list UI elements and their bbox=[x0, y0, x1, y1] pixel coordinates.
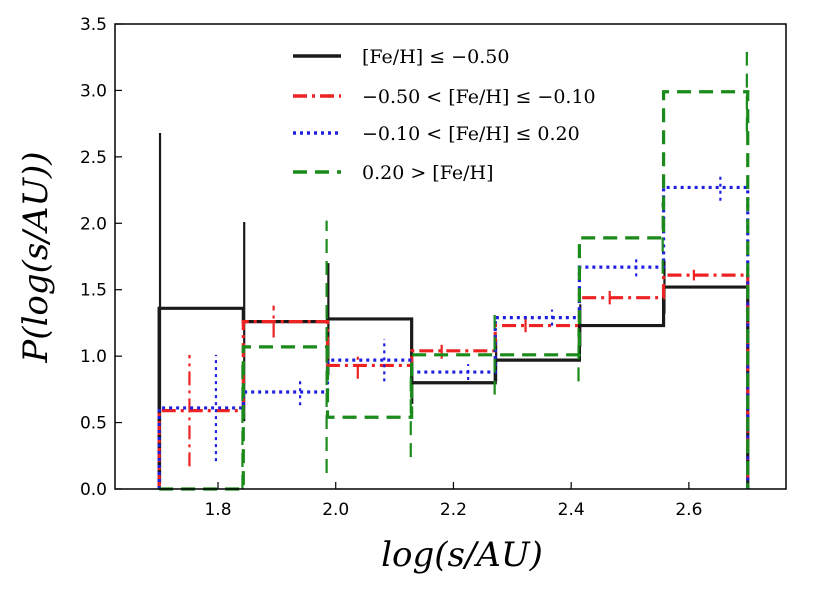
x-tick-label: 2.0 bbox=[322, 500, 349, 520]
series-1 bbox=[157, 269, 750, 489]
y-tick-label: 3.0 bbox=[80, 81, 107, 101]
legend-entry-2: −0.10 < [Fe/H] ≤ 0.20 bbox=[293, 123, 580, 145]
x-tick-label: 2.2 bbox=[440, 500, 467, 520]
series-2-step bbox=[157, 185, 750, 489]
legend-label-1: −0.50 < [Fe/H] ≤ −0.10 bbox=[362, 86, 596, 108]
legend-label-3: 0.20 > [Fe/H] bbox=[362, 162, 494, 184]
series-layer bbox=[157, 51, 750, 491]
y-axis-label: P(log(s/AU)) bbox=[16, 151, 56, 363]
x-tick-label: 1.8 bbox=[204, 500, 231, 520]
x-axis-label: log(s/AU) bbox=[381, 535, 543, 575]
legend: [Fe/H] ≤ −0.50 −0.50 < [Fe/H] ≤ −0.10 −0… bbox=[293, 46, 596, 184]
y-tick-label: 2.5 bbox=[80, 148, 107, 168]
legend-label-2: −0.10 < [Fe/H] ≤ 0.20 bbox=[362, 123, 580, 145]
legend-entry-1: −0.50 < [Fe/H] ≤ −0.10 bbox=[293, 86, 596, 108]
legend-entry-0: [Fe/H] ≤ −0.50 bbox=[293, 46, 509, 68]
y-tick-label: 0.0 bbox=[80, 480, 107, 500]
y-tick-label: 2.0 bbox=[80, 214, 107, 234]
legend-entry-3: 0.20 > [Fe/H] bbox=[293, 162, 494, 184]
series-3-step bbox=[159, 90, 750, 491]
x-tick-label: 2.6 bbox=[675, 500, 702, 520]
legend-label-0: [Fe/H] ≤ −0.50 bbox=[362, 46, 509, 68]
series-3 bbox=[159, 51, 750, 491]
series-0 bbox=[157, 132, 750, 489]
y-tick-label: 0.5 bbox=[80, 414, 107, 434]
x-tick-label: 2.4 bbox=[558, 500, 585, 520]
y-tick-label: 1.0 bbox=[80, 347, 107, 367]
y-tick-label: 3.5 bbox=[80, 15, 107, 35]
y-tick-label: 1.5 bbox=[80, 281, 107, 301]
plot-frame bbox=[114, 23, 787, 490]
series-1-step bbox=[157, 273, 750, 489]
ticks-layer: 1.8 2.0 2.2 2.4 2.6 0.0 0.5 1.0 1.5 2.0 2.5 3.0 3.5 bbox=[80, 15, 702, 520]
series-0-step bbox=[157, 285, 750, 489]
series-2 bbox=[157, 174, 750, 489]
